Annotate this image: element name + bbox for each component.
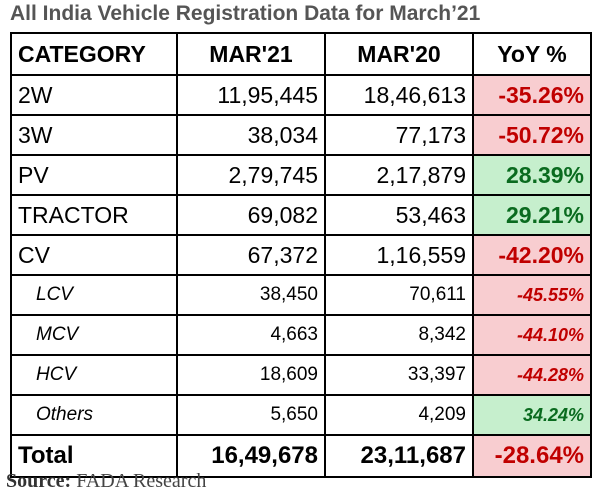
source-text: FADA Research [76,470,207,492]
total-mar21: 16,49,678 [176,434,326,478]
yoy-cell: 28.39% [472,154,592,196]
table-header-row: CATEGORY MAR'21 MAR'20 YoY % [10,32,592,76]
table-row: PV 2,79,745 2,17,879 28.39% [10,154,592,196]
mar20-cell: 70,611 [324,274,474,316]
table-row: Others 5,650 4,209 34.24% [10,394,592,436]
yoy-cell: -44.10% [472,314,592,356]
source-label: Source: [6,470,72,492]
header-mar20: MAR'20 [324,32,474,76]
mar21-cell: 69,082 [176,194,326,236]
category-cell: 2W [10,74,178,116]
header-yoy: YoY % [472,32,592,76]
mar21-cell: 67,372 [176,234,326,276]
mar21-cell: 38,450 [176,274,326,316]
category-cell: TRACTOR [10,194,178,236]
mar21-cell: 18,609 [176,354,326,396]
yoy-cell: -50.72% [472,114,592,156]
header-category: CATEGORY [10,32,178,76]
category-cell: MCV [10,314,178,356]
table-row: 3W 38,034 77,173 -50.72% [10,114,592,156]
header-mar21: MAR'21 [176,32,326,76]
page-title: All India Vehicle Registration Data for … [10,2,481,25]
source-note: Source: FADA Research [6,470,206,493]
table-row: CV 67,372 1,16,559 -42.20% [10,234,592,276]
mar20-cell: 77,173 [324,114,474,156]
total-row: Total 16,49,678 23,11,687 -28.64% [10,434,592,478]
mar20-cell: 1,16,559 [324,234,474,276]
category-cell: 3W [10,114,178,156]
mar20-cell: 18,46,613 [324,74,474,116]
table-row: HCV 18,609 33,397 -44.28% [10,354,592,396]
yoy-cell: -42.20% [472,234,592,276]
category-cell: LCV [10,274,178,316]
registration-table: CATEGORY MAR'21 MAR'20 YoY % 2W 11,95,44… [10,32,592,478]
yoy-cell: -44.28% [472,354,592,396]
mar20-cell: 8,342 [324,314,474,356]
mar21-cell: 2,79,745 [176,154,326,196]
yoy-cell: 34.24% [472,394,592,436]
mar21-cell: 11,95,445 [176,74,326,116]
total-mar20: 23,11,687 [324,434,474,478]
total-label: Total [10,434,178,478]
mar20-cell: 33,397 [324,354,474,396]
category-cell: CV [10,234,178,276]
mar20-cell: 53,463 [324,194,474,236]
yoy-cell: -45.55% [472,274,592,316]
mar20-cell: 4,209 [324,394,474,436]
mar20-cell: 2,17,879 [324,154,474,196]
total-yoy: -28.64% [472,434,592,478]
mar21-cell: 38,034 [176,114,326,156]
table-row: LCV 38,450 70,611 -45.55% [10,274,592,316]
table-row: 2W 11,95,445 18,46,613 -35.26% [10,74,592,116]
category-cell: HCV [10,354,178,396]
mar21-cell: 5,650 [176,394,326,436]
table-row: MCV 4,663 8,342 -44.10% [10,314,592,356]
mar21-cell: 4,663 [176,314,326,356]
category-cell: Others [10,394,178,436]
table-row: TRACTOR 69,082 53,463 29.21% [10,194,592,236]
yoy-cell: -35.26% [472,74,592,116]
category-cell: PV [10,154,178,196]
yoy-cell: 29.21% [472,194,592,236]
